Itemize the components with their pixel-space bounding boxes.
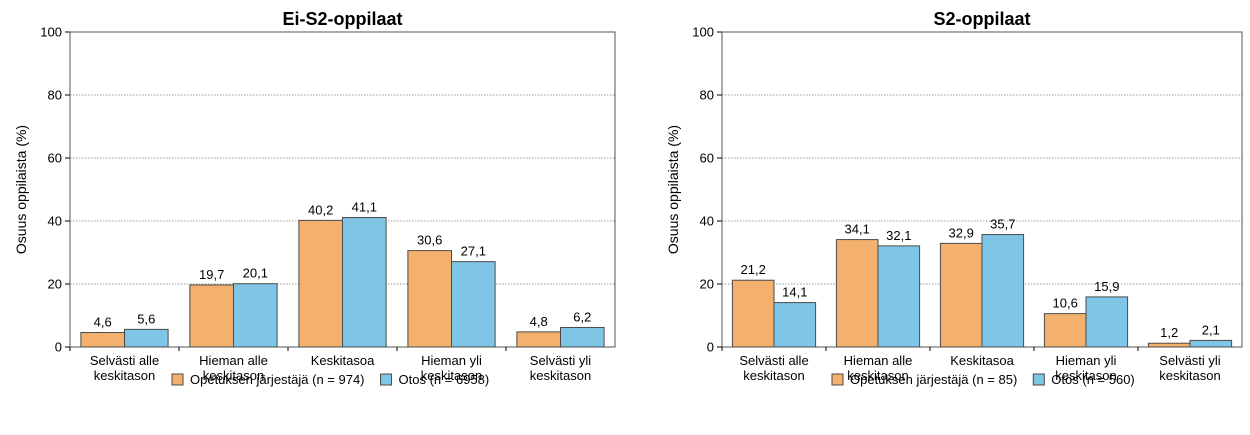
bar-value-label: 32,1 (886, 228, 911, 243)
bar-value-label: 1,2 (1160, 325, 1178, 340)
bar-2 (1189, 339, 1233, 348)
x-category-label: Selvästi yli keskitason (1159, 353, 1221, 383)
y-tick-label: 100 (692, 25, 714, 40)
y-tick-label: 60 (700, 151, 714, 166)
y-tick-label: 80 (48, 88, 62, 103)
x-category-label: Hieman yli keskitason (421, 353, 482, 383)
legend-swatch-2 (1032, 373, 1045, 386)
bar-value-label: 27,1 (461, 244, 486, 259)
bar-value-label: 32,9 (949, 225, 974, 240)
y-tick-label: 60 (48, 151, 62, 166)
bar-2 (451, 261, 496, 348)
x-category-label: Keskitasoa (950, 353, 1014, 368)
bar-value-label: 4,8 (530, 314, 548, 329)
bar-value-label: 21,2 (741, 262, 766, 277)
chart-title: S2-oppilaat (933, 9, 1030, 29)
chart-panel-1: Ei-S2-oppilaat 0 20 40 60 80 100 Osuus oppilais… (13, 9, 616, 387)
x-category-label: Hieman alle keskitason (844, 353, 913, 383)
legend-label-2: Otos (n = 6958) (399, 372, 490, 387)
y-tick-label: 40 (48, 214, 62, 229)
bar-2 (560, 326, 605, 348)
x-category-label: Hieman alle keskitason (199, 353, 268, 383)
bar-value-label: 20,1 (243, 266, 268, 281)
bar-value-label: 5,6 (137, 311, 155, 326)
bar-2 (233, 283, 278, 348)
bar-value-label: 34,1 (845, 222, 870, 237)
bar-2 (1085, 296, 1129, 348)
legend-swatch-1 (831, 373, 844, 386)
bar-2 (981, 234, 1025, 348)
y-axis-label: Osuus oppilaista (%) (13, 125, 29, 254)
bar-value-label: 15,9 (1094, 279, 1119, 294)
bar-1 (731, 279, 775, 348)
bar-1 (298, 219, 343, 348)
bar-value-label: 4,6 (94, 315, 112, 330)
bar-value-label: 6,2 (573, 309, 591, 324)
legend-swatch-2 (380, 373, 393, 386)
y-axis-label: Osuus oppilaista (%) (665, 125, 681, 254)
bar-1 (835, 239, 879, 348)
bar-value-label: 40,2 (308, 202, 333, 217)
bar-value-label: 14,1 (782, 285, 807, 300)
bar-2 (124, 328, 169, 348)
bar-value-label: 41,1 (352, 200, 377, 215)
bar-1 (939, 242, 983, 348)
legend-label-2: Otos (n = 560) (1051, 372, 1134, 387)
x-category-label: Selvästi alle keskitason (739, 353, 808, 383)
bar-value-label: 19,7 (199, 267, 224, 282)
chart-panel-2: S2-oppilaat 0 20 40 60 80 100 Osuus oppilaista … (665, 9, 1243, 387)
legend-label-1: Opetuksen järjestäjä (n = 85) (850, 372, 1017, 387)
y-tick-label: 80 (700, 88, 714, 103)
bar-1 (1147, 342, 1191, 348)
bar-1 (189, 284, 234, 348)
y-tick-label: 0 (55, 340, 62, 355)
y-tick-label: 40 (700, 214, 714, 229)
bar-value-label: 2,1 (1202, 322, 1220, 337)
legend-label-1: Opetuksen järjestäjä (n = 974) (190, 372, 365, 387)
bar-2 (342, 217, 387, 348)
bar-2 (877, 245, 921, 348)
y-tick-label: 0 (707, 340, 714, 355)
x-category-label: Selvästi yli keskitason (530, 353, 592, 383)
y-tick-label: 20 (700, 277, 714, 292)
bar-value-label: 30,6 (417, 233, 442, 248)
bar-1 (516, 331, 562, 348)
bar-2 (773, 302, 817, 348)
legend-swatch-1 (171, 373, 184, 386)
x-category-label: Hieman yli keskitason (1055, 353, 1116, 383)
bar-1 (1043, 313, 1087, 348)
y-tick-label: 20 (48, 277, 62, 292)
x-category-label: Keskitasoa (311, 353, 375, 368)
bar-value-label: 10,6 (1053, 296, 1078, 311)
chart-title: Ei-S2-oppilaat (282, 9, 402, 29)
x-category-label: Selvästi alle keskitason (90, 353, 159, 383)
bar-1 (407, 250, 452, 348)
bar-value-label: 35,7 (990, 217, 1015, 232)
bar-1 (80, 332, 125, 348)
y-tick-label: 100 (40, 25, 62, 40)
